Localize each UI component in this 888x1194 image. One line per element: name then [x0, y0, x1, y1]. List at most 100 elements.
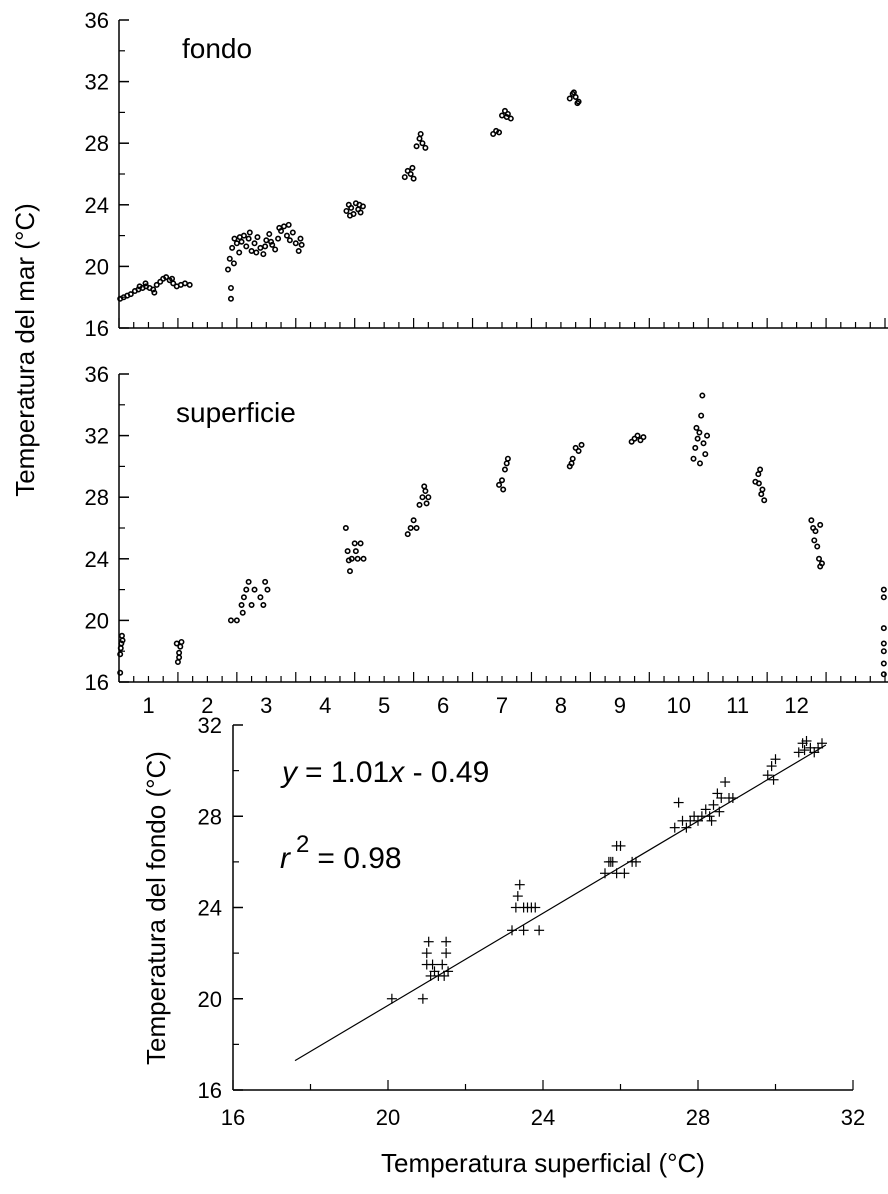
superficie-data-point	[814, 543, 821, 550]
fondo-data-point	[285, 221, 292, 228]
superficie-data-point	[572, 444, 579, 451]
regression-data-point	[534, 925, 545, 936]
superficie-data-point	[634, 432, 641, 439]
regression-data-point	[441, 936, 452, 947]
superficie-data-point	[344, 548, 351, 555]
superficie-x-tick-label: 6	[437, 693, 449, 718]
fondo-data-point	[272, 246, 279, 253]
equation-intercept: - 0.49	[404, 756, 489, 789]
fondo-data-point	[401, 174, 408, 181]
fondo-data-point	[243, 243, 250, 250]
fondo-data-point	[357, 209, 364, 216]
fondo-data-point	[227, 284, 234, 291]
superficie-data-point	[257, 594, 264, 601]
superficie-data-point	[696, 429, 703, 436]
regression-data-point	[706, 815, 717, 826]
superficie-data-point	[118, 632, 125, 639]
superficie-data-point	[880, 671, 887, 678]
superficie-data-point	[808, 517, 815, 524]
superficie-data-point	[880, 625, 887, 632]
superficie-data-point	[117, 645, 124, 652]
superficie-data-point	[628, 438, 635, 445]
regression-data-point	[799, 745, 810, 756]
regression-data-point	[801, 735, 812, 746]
regression-data-point	[514, 879, 525, 890]
fondo-data-point	[275, 235, 282, 242]
superficie-data-point	[761, 497, 768, 504]
superficie-data-point	[117, 651, 124, 658]
superficie-data-point	[351, 540, 358, 547]
regression-data-point	[441, 948, 452, 959]
fondo-data-point	[490, 130, 497, 137]
fondo-data-point	[343, 207, 350, 214]
superficie-data-point	[811, 537, 818, 544]
superficie-x-tick-label: 1	[142, 693, 154, 718]
regression-data-point	[386, 993, 397, 1004]
fondo-data-point	[181, 280, 188, 287]
superficie-data-point	[640, 434, 647, 441]
regression-y-tick-label: 20	[198, 987, 222, 1012]
fondo-data-point	[150, 286, 157, 293]
superficie-data-point	[498, 477, 505, 484]
fondo-data-point	[570, 89, 577, 96]
regression-data-point	[530, 902, 541, 913]
regression-data-point	[766, 761, 777, 772]
superficie-data-point	[631, 435, 638, 442]
regression-data-point	[762, 770, 773, 781]
fondo-data-point	[404, 167, 411, 174]
superficie-data-point	[174, 658, 181, 665]
superficie-data-point	[346, 568, 353, 575]
superficie-data-point	[500, 486, 507, 493]
superficie-data-point	[575, 447, 582, 454]
equation-x-var: x	[387, 756, 405, 789]
superficie-data-point	[260, 601, 267, 608]
superficie-data-point	[569, 455, 576, 462]
fondo-y-tick-label: 20	[85, 254, 109, 279]
regression-data-point	[437, 959, 448, 970]
fondo-data-point	[254, 234, 261, 241]
fondo-data-point	[286, 237, 293, 244]
superficie-data-point	[690, 455, 697, 462]
regression-data-point	[817, 738, 827, 749]
regression-y-tick-label: 16	[198, 1078, 222, 1103]
fondo-data-point	[346, 212, 353, 219]
regression-x-tick-label: 20	[376, 1105, 400, 1130]
fondo-data-point	[417, 130, 424, 137]
fondo-data-point	[504, 110, 511, 117]
superficie-x-tick-label: 7	[496, 693, 508, 718]
superficie-data-point	[421, 483, 428, 490]
superficie-x-tick-label: 8	[555, 693, 567, 718]
superficie-data-point	[693, 424, 700, 431]
fondo-data-point	[248, 248, 255, 255]
fondo-data-point	[566, 95, 573, 102]
superficie-data-point	[503, 460, 510, 467]
fondo-data-point	[292, 240, 299, 247]
superficie-data-point	[248, 601, 255, 608]
fondo-data-point	[238, 238, 245, 245]
superficie-data-point	[404, 531, 411, 538]
superficie-data-point	[702, 451, 709, 458]
superficie-data-point	[410, 517, 417, 524]
regression-fit-line	[294, 744, 827, 1062]
equation-lhs: = 1.01	[305, 756, 389, 789]
fondo-data-point	[236, 234, 243, 241]
superficie-data-point	[348, 555, 355, 562]
superficie-data-point	[578, 441, 585, 448]
superficie-data-point	[700, 440, 707, 447]
superficie-data-point	[699, 392, 706, 399]
r2-letter: r	[280, 842, 291, 875]
regression-y-tick-label: 24	[198, 896, 222, 921]
superficie-data-point	[227, 617, 234, 624]
superficie-data-point	[880, 586, 887, 593]
regression-data-point	[423, 936, 434, 947]
fondo-y-tick-label: 36	[85, 8, 109, 33]
fondo-data-point	[268, 238, 275, 245]
fondo-data-point	[127, 291, 134, 298]
fondo-data-point	[230, 260, 237, 267]
fondo-data-point	[409, 164, 416, 171]
fondo-data-point	[246, 229, 253, 236]
fondo-data-point	[280, 223, 287, 230]
regression-r2: r 2 = 0.98	[280, 831, 402, 875]
fondo-data-point	[233, 240, 240, 247]
